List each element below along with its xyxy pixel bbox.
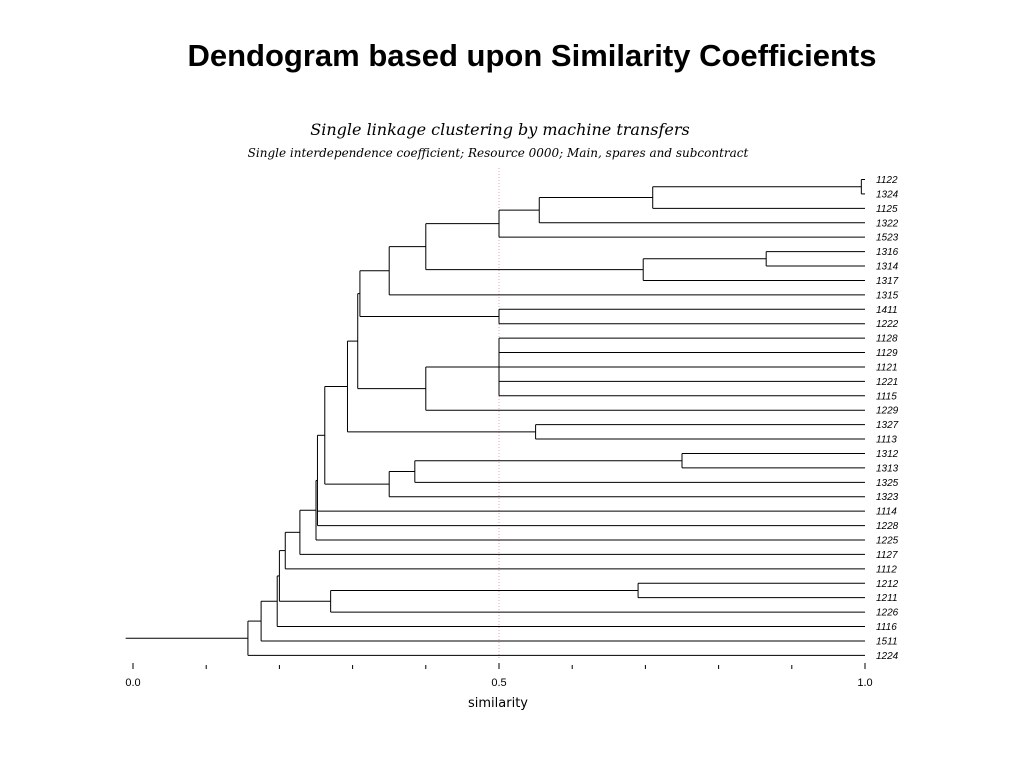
leaf-label: 1228 bbox=[876, 521, 899, 532]
leaf-label: 1229 bbox=[876, 406, 899, 417]
leaf-label: 1313 bbox=[876, 463, 899, 474]
leaf-label: 1129 bbox=[876, 348, 898, 359]
x-tick-label: 0.5 bbox=[491, 677, 506, 689]
dendrogram-branches bbox=[125, 179, 865, 656]
leaf-label: 1314 bbox=[876, 262, 899, 273]
leaf-label: 1315 bbox=[876, 290, 899, 301]
leaf-label: 1122 bbox=[876, 175, 898, 186]
leaf-label: 1222 bbox=[876, 319, 899, 330]
leaf-label: 1112 bbox=[876, 564, 897, 575]
leaf-label: 1511 bbox=[876, 636, 898, 647]
chart-subtitle: Single interdependence coefficient; Reso… bbox=[248, 146, 749, 160]
leaf-label: 1323 bbox=[876, 492, 899, 503]
leaf-label: 1115 bbox=[876, 391, 897, 402]
x-axis-label: similarity bbox=[468, 696, 528, 711]
leaf-labels: 1122 1324 1125 1322 1523 1316 1314 1317 1315 1411… bbox=[876, 175, 899, 662]
leaf-label: 1226 bbox=[876, 608, 899, 619]
leaf-label: 1211 bbox=[876, 593, 898, 604]
leaf-label: 1316 bbox=[876, 247, 899, 258]
leaf-label: 1114 bbox=[876, 507, 897, 518]
x-tick-label: 0.0 bbox=[125, 677, 140, 689]
slide-title: Dendogram based upon Similarity Coeffici… bbox=[187, 38, 877, 73]
leaf-label: 1121 bbox=[876, 362, 898, 373]
leaf-label: 1312 bbox=[876, 449, 899, 460]
leaf-label: 1523 bbox=[876, 233, 899, 244]
leaf-label: 1411 bbox=[876, 305, 898, 316]
leaf-label: 1221 bbox=[876, 377, 898, 388]
leaf-label: 1127 bbox=[876, 550, 898, 561]
x-axis: 0.0 0.5 1.0 bbox=[125, 663, 873, 689]
leaf-label: 1317 bbox=[876, 276, 899, 287]
leaf-label: 1322 bbox=[876, 218, 899, 229]
x-tick-label: 1.0 bbox=[857, 677, 872, 689]
leaf-label: 1113 bbox=[876, 435, 897, 446]
leaf-label: 1224 bbox=[876, 651, 899, 662]
leaf-label: 1225 bbox=[876, 536, 899, 547]
leaf-label: 1324 bbox=[876, 189, 899, 200]
chart-title: Single linkage clustering by machine tra… bbox=[310, 120, 689, 139]
leaf-label: 1327 bbox=[876, 420, 899, 431]
leaf-label: 1325 bbox=[876, 478, 899, 489]
leaf-label: 1116 bbox=[876, 622, 897, 633]
leaf-label: 1212 bbox=[876, 579, 899, 590]
leaf-label: 1128 bbox=[876, 334, 898, 345]
leaf-label: 1125 bbox=[876, 204, 898, 215]
